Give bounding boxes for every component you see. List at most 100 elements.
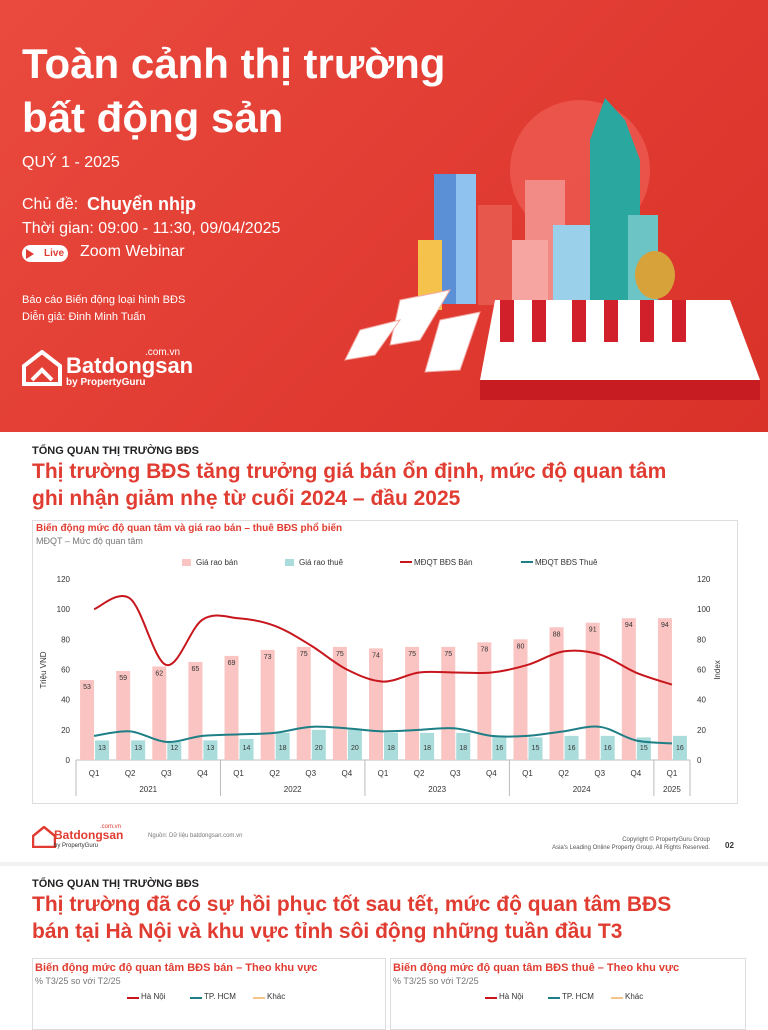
x-tick-label: Q2	[414, 769, 425, 778]
illustration	[344, 98, 760, 400]
report: Báo cáo Biến động loại hình BĐS	[22, 294, 186, 306]
value-label: 94	[661, 622, 669, 629]
y2-axis-title: Index	[713, 660, 722, 680]
value-label: 59	[119, 675, 127, 682]
y-tick-label: 0	[66, 756, 71, 765]
banner: Toàn cảnh thị trường bất động sản QUÝ 1 …	[0, 0, 768, 432]
chart: Biến động mức độ quan tâm và giá rao bán…	[36, 522, 722, 796]
copyright: Copyright © PropertyGuru Group	[622, 837, 710, 843]
legend-swatch	[182, 559, 191, 566]
webinar: Zoom Webinar	[80, 243, 185, 260]
year-label: 2023	[428, 785, 446, 794]
bar	[528, 737, 543, 760]
x-tick-label: Q2	[125, 769, 136, 778]
x-tick-label: Q1	[233, 769, 244, 778]
x-tick-label: Q4	[630, 769, 641, 778]
y2-tick-label: 100	[697, 605, 711, 614]
value-label: 78	[480, 646, 488, 653]
value-label: 13	[134, 745, 142, 752]
legend-label: Giá rao thuê	[299, 558, 344, 567]
x-tick-label: Q3	[450, 769, 461, 778]
x-tick-label: Q1	[378, 769, 389, 778]
section-label: TỔNG QUAN THỊ TRƯỜNG BĐS	[32, 445, 200, 457]
y-tick-label: 120	[57, 575, 71, 584]
value-label: 53	[83, 684, 91, 691]
value-label: 74	[372, 652, 380, 659]
x-tick-label: Q1	[522, 769, 533, 778]
line	[93, 595, 673, 686]
bar	[167, 741, 182, 760]
value-label: 69	[228, 660, 236, 667]
value-label: 16	[568, 745, 576, 752]
value-label: 20	[315, 745, 323, 752]
bar	[311, 729, 326, 760]
slide-separator	[0, 862, 768, 866]
value-label: 15	[640, 745, 648, 752]
bar	[131, 740, 146, 760]
y-tick-label: 40	[61, 696, 70, 705]
heading: Thị trường BĐS tăng trưởng giá bán ổn đị…	[32, 460, 667, 483]
source: Nguồn: Dữ liệu batdongsan.com.vn	[148, 833, 243, 839]
value-label: 73	[264, 654, 272, 661]
y2-tick-label: 80	[697, 635, 706, 644]
legend-label: Hà Nội	[141, 992, 166, 1001]
x-tick-label: Q2	[269, 769, 280, 778]
y2-tick-label: 20	[697, 726, 706, 735]
panel-subtitle: % T3/25 so với T2/25	[393, 976, 479, 986]
x-tick-label: Q1	[667, 769, 678, 778]
logo-by: by PropertyGuru	[54, 843, 99, 849]
y2-tick-label: 40	[697, 696, 706, 705]
y-tick-label: 20	[61, 726, 70, 735]
logo-icon	[32, 826, 56, 848]
page-number: 02	[725, 841, 734, 850]
bar	[585, 622, 600, 760]
x-tick-label: Q2	[558, 769, 569, 778]
value-label: 62	[155, 670, 163, 677]
logo-name: Batdongsan	[54, 828, 124, 842]
bar	[441, 646, 456, 760]
value-label: 18	[459, 745, 467, 752]
legend-swatch	[611, 997, 623, 999]
y2-tick-label: 0	[697, 756, 702, 765]
x-tick-label: Q4	[197, 769, 208, 778]
x-tick-label: Q3	[305, 769, 316, 778]
legend-swatch	[285, 559, 294, 566]
bar	[95, 740, 110, 760]
year-label: 2024	[573, 785, 591, 794]
bar	[152, 666, 167, 760]
topic: Chuyển nhịp	[87, 194, 196, 214]
bar	[621, 618, 636, 760]
value-label: 18	[423, 745, 431, 752]
heading: bán tại Hà Nội và khu vực tỉnh sôi động …	[32, 920, 623, 943]
title: bất động sản	[22, 94, 284, 141]
bar	[672, 735, 687, 760]
value-label: 88	[553, 631, 561, 638]
value-label: 75	[336, 651, 344, 658]
line	[93, 725, 673, 745]
logo-by: by PropertyGuru	[66, 377, 146, 388]
time: Thời gian: 09:00 - 11:30, 09/04/2025	[22, 220, 281, 237]
x-tick-label: Q4	[342, 769, 353, 778]
legend-swatch	[190, 997, 202, 999]
live: Live	[44, 248, 65, 259]
x-tick-label: Q3	[594, 769, 605, 778]
bar	[203, 740, 218, 760]
bar	[188, 661, 203, 760]
legend-label: TP. HCM	[562, 992, 594, 1001]
year-label: 2022	[284, 785, 302, 794]
value-label: 16	[676, 745, 684, 752]
logo-icon	[22, 350, 62, 386]
bar	[420, 732, 435, 760]
x-tick-label: Q1	[89, 769, 100, 778]
x-tick-label: Q3	[161, 769, 172, 778]
value-label: 16	[495, 745, 503, 752]
value-label: 65	[192, 666, 200, 673]
value-label: 75	[300, 651, 308, 658]
x-tick-label: Q4	[486, 769, 497, 778]
value-label: 13	[98, 745, 106, 752]
bar	[405, 646, 420, 760]
year-label: 2021	[139, 785, 157, 794]
panel-subtitle: % T3/25 so với T2/25	[35, 976, 121, 986]
y2-tick-label: 120	[697, 575, 711, 584]
